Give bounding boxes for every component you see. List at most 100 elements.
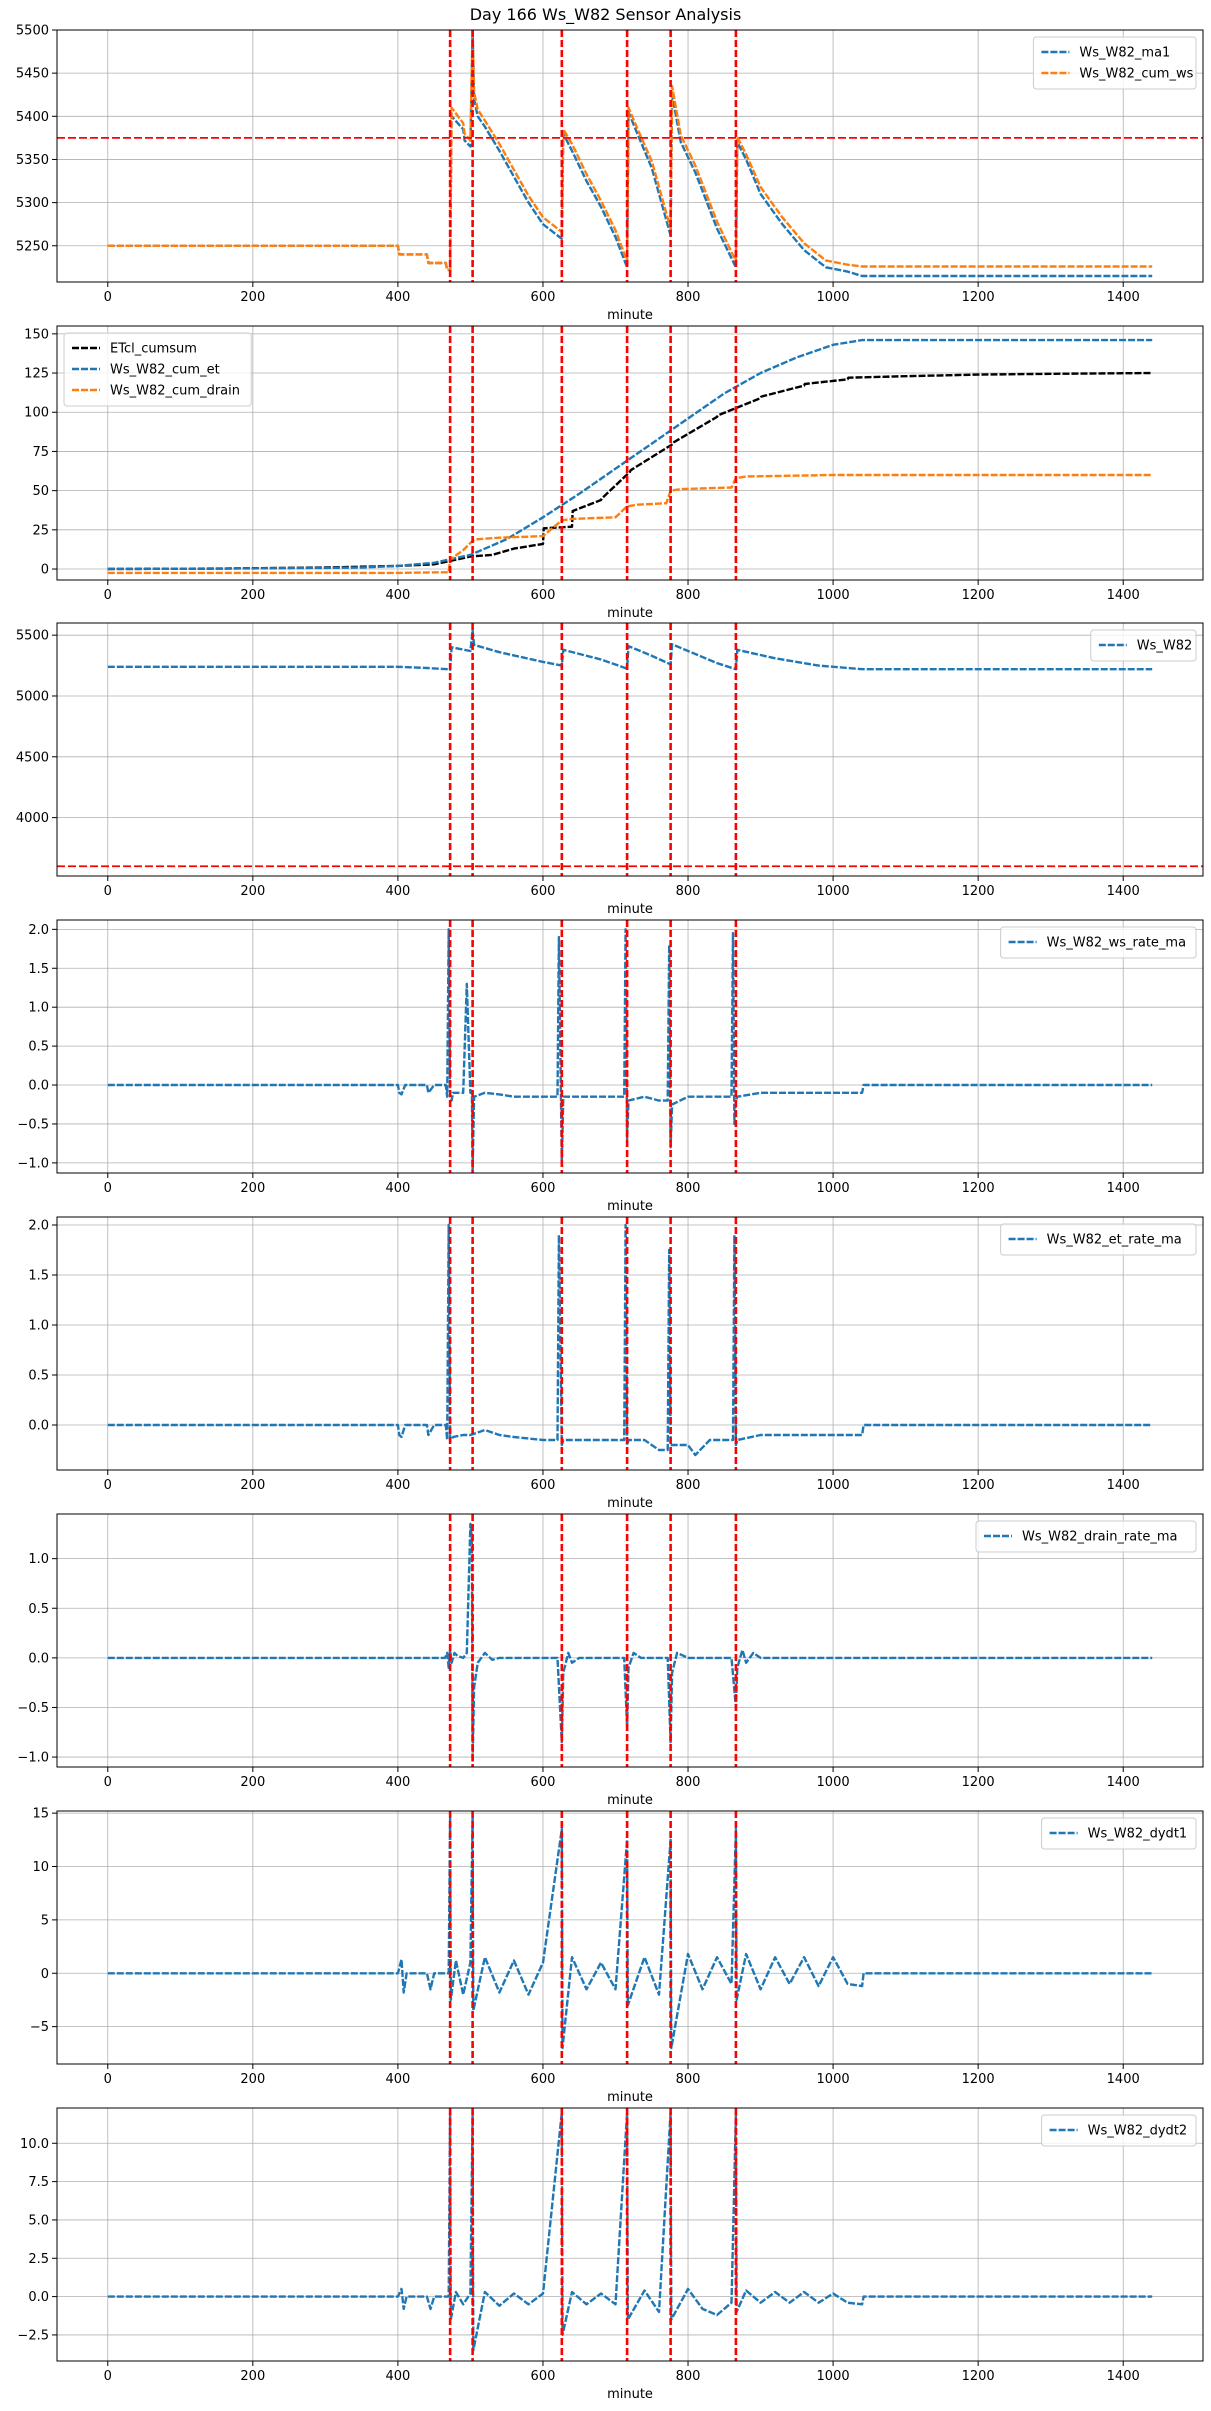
legend-label: Ws_W82_cum_et [110,363,220,378]
y-tick-label: 1.0 [28,1552,49,1567]
x-tick-label: 1400 [1107,2369,1140,2384]
y-tick-label: 0.0 [28,1079,49,1094]
legend-label: Ws_W82_dydt2 [1088,2124,1188,2139]
x-tick-label: 0 [104,2072,112,2087]
plot-area [107,2108,1153,2361]
y-tick-label: 10 [32,1860,49,1875]
legend-box [1000,926,1197,959]
y-tick-label: 2.5 [28,2252,49,2267]
legend-label: Ws_W82_ma1 [1079,46,1170,61]
legend-box [1000,1223,1197,1256]
legend: Ws_W82_drain_rate_ma [975,1520,1197,1553]
y-tick-label: −0.5 [17,1701,49,1716]
x-tick-label: 400 [385,1478,410,1493]
series-line [107,1817,1153,2050]
axes-frame [56,1513,1204,1768]
plot-area [107,1811,1153,2064]
legend: Ws_W82_dydt1 [1041,1817,1197,1850]
x-tick-label: 1400 [1107,1775,1140,1790]
chart-panel-3: 0 200 400 600 800 1000 1200 1400 4000 4500 5000 550… [16,622,1204,917]
x-tick-label: 400 [385,2369,410,2384]
figure-title: Day 166 Ws_W82 Sensor Analysis [469,5,742,24]
legend-box [63,332,252,407]
x-tick-label: 800 [676,1775,701,1790]
x-axis-label: minute [607,1496,653,1511]
y-tick-label: 5300 [16,196,49,211]
series-line [107,371,1153,571]
x-tick-label: 200 [240,1478,265,1493]
plot-area [107,326,1153,580]
x-tick-label: 1000 [817,2072,850,2087]
y-tick-label: 0 [41,1967,49,1982]
x-tick-label: 200 [240,1181,265,1196]
y-tick-label: 0 [41,563,49,578]
chart-panel-7: 0 200 400 600 800 1000 1200 1400 −5 0 5 10 15 minute W… [30,1807,1204,2105]
axes-frame [56,325,1204,581]
axes-frame [56,1216,1204,1471]
plot-area [107,1217,1153,1470]
y-tick-label: 0.0 [28,2290,49,2305]
legend-box [1041,2114,1197,2147]
x-tick-label: 600 [531,2369,556,2384]
x-axis-label: minute [607,2387,653,2402]
x-tick-label: 400 [385,2072,410,2087]
legend-box [1090,629,1197,662]
x-axis-label: minute [607,308,653,323]
legend: Ws_W82 [1090,629,1197,662]
legend: Ws_W82_ma1 Ws_W82_cum_ws [1032,36,1197,90]
y-tick-label: 0.0 [28,1651,49,1666]
x-tick-label: 200 [240,290,265,305]
legend-label: Ws_W82_drain_rate_ma [1022,1530,1177,1545]
x-tick-label: 1400 [1107,884,1140,899]
legend-label: Ws_W82_cum_ws [1079,67,1193,82]
x-tick-label: 200 [240,588,265,603]
x-tick-label: 800 [676,2072,701,2087]
x-tick-label: 1200 [962,2072,995,2087]
y-tick-label: 1.5 [28,962,49,977]
y-tick-label: 15 [32,1807,49,1822]
y-tick-label: 5450 [16,67,49,82]
y-tick-label: 0.0 [28,1419,49,1434]
chart-panel-5: 0 200 400 600 800 1000 1200 1400 0.0 0.5 1.0 1.5 2.0… [28,1216,1204,1511]
series-line [107,2111,1153,2352]
x-tick-label: 800 [676,1478,701,1493]
legend-label: Ws_W82_cum_drain [110,384,240,399]
axes-frame [56,622,1204,877]
x-tick-label: 800 [676,290,701,305]
x-tick-label: 1400 [1107,1478,1140,1493]
series-line [107,338,1153,571]
x-tick-label: 1000 [817,588,850,603]
axes-frame [56,1810,1204,2065]
x-tick-label: 400 [385,1181,410,1196]
y-tick-label: 5.0 [28,2213,49,2228]
x-tick-label: 600 [531,1775,556,1790]
series-line [107,30,1153,278]
y-tick-label: 5500 [16,24,49,39]
y-tick-label: 4000 [16,811,49,826]
x-axis-label: minute [607,2090,653,2105]
x-tick-label: 1000 [817,884,850,899]
x-tick-label: 1000 [817,2369,850,2384]
x-tick-label: 1200 [962,588,995,603]
plot-area [107,1514,1153,1767]
y-tick-label: 5350 [16,153,49,168]
chart-panel-1: 0 200 400 600 800 1000 1200 1400 5250 5300 5350 540… [16,24,1204,323]
plot-area [57,623,1203,876]
plot-area [107,920,1153,1173]
x-tick-label: 1200 [962,884,995,899]
legend-label: Ws_W82_dydt1 [1088,1827,1188,1842]
legend-label: Ws_W82_et_rate_ma [1047,1233,1182,1248]
x-tick-label: 1200 [962,1181,995,1196]
x-tick-label: 200 [240,2072,265,2087]
legend-box [975,1520,1197,1553]
x-tick-label: 200 [240,2369,265,2384]
series-line [107,30,1153,272]
y-tick-label: 125 [24,367,49,382]
y-tick-label: 5500 [16,629,49,644]
chart-panel-8: 0 200 400 600 800 1000 1200 1400 −2.5 0.0 2.5 5.0 7.… [17,2107,1204,2402]
legend-label: Ws_W82 [1137,639,1193,654]
plot-area [57,30,1203,282]
x-tick-label: 600 [531,2072,556,2087]
x-tick-label: 600 [531,1478,556,1493]
